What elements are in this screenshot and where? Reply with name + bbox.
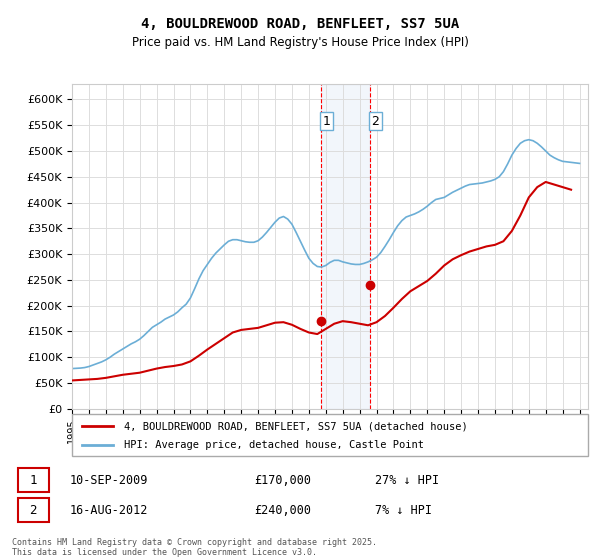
Text: 2: 2 xyxy=(29,504,37,517)
Text: 1: 1 xyxy=(29,474,37,487)
Text: £170,000: £170,000 xyxy=(254,474,311,487)
Text: 7% ↓ HPI: 7% ↓ HPI xyxy=(375,504,432,517)
Text: 16-AUG-2012: 16-AUG-2012 xyxy=(70,504,148,517)
Text: HPI: Average price, detached house, Castle Point: HPI: Average price, detached house, Cast… xyxy=(124,440,424,450)
FancyBboxPatch shape xyxy=(18,498,49,522)
FancyBboxPatch shape xyxy=(72,414,588,456)
Text: 4, BOULDREWOOD ROAD, BENFLEET, SS7 5UA: 4, BOULDREWOOD ROAD, BENFLEET, SS7 5UA xyxy=(141,17,459,31)
Bar xyxy=(320,84,370,409)
Text: 4, BOULDREWOOD ROAD, BENFLEET, SS7 5UA (detached house): 4, BOULDREWOOD ROAD, BENFLEET, SS7 5UA (… xyxy=(124,421,467,431)
Text: 10-SEP-2009: 10-SEP-2009 xyxy=(70,474,148,487)
Text: Contains HM Land Registry data © Crown copyright and database right 2025.
This d: Contains HM Land Registry data © Crown c… xyxy=(12,538,377,557)
Text: £240,000: £240,000 xyxy=(254,504,311,517)
Text: 2: 2 xyxy=(371,115,379,128)
Text: Price paid vs. HM Land Registry's House Price Index (HPI): Price paid vs. HM Land Registry's House … xyxy=(131,36,469,49)
Text: 27% ↓ HPI: 27% ↓ HPI xyxy=(375,474,439,487)
FancyBboxPatch shape xyxy=(18,468,49,492)
Text: 1: 1 xyxy=(322,115,330,128)
